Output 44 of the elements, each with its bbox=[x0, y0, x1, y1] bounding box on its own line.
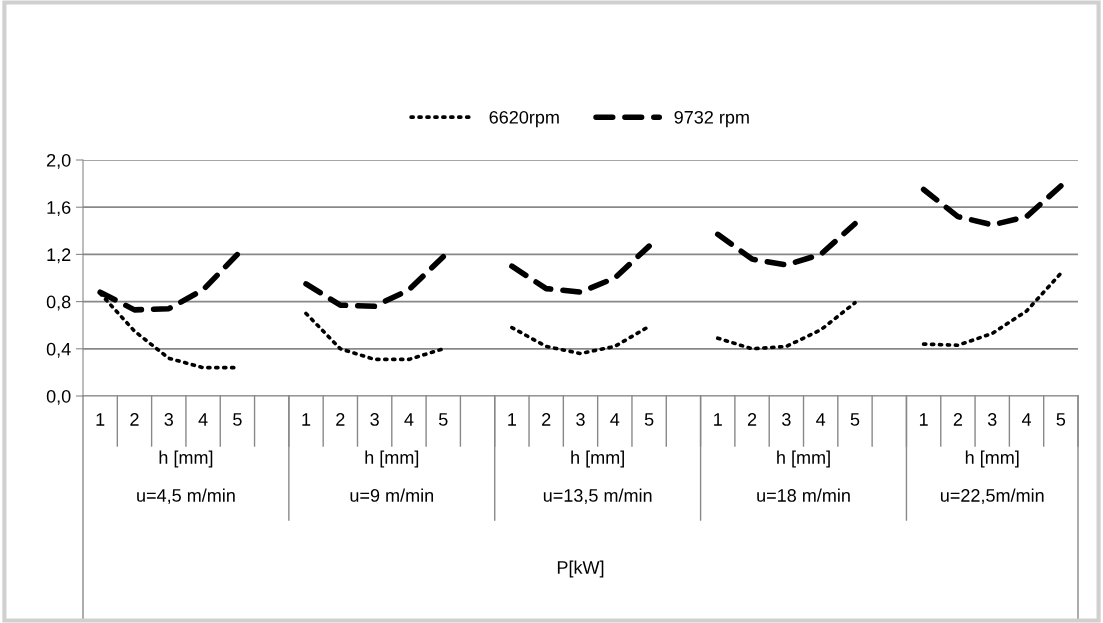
x-tick-label: 5 bbox=[233, 413, 242, 426]
legend-label: 9732 rpm bbox=[674, 110, 749, 128]
text: P[kW] bbox=[557, 560, 604, 578]
x-tick-label: 3 bbox=[370, 413, 379, 426]
y-tick-label: 0,0 bbox=[46, 389, 71, 405]
text: u=13,5 m/min bbox=[543, 488, 652, 504]
text: h [mm] bbox=[571, 450, 624, 468]
x-tick-label: 2 bbox=[130, 413, 139, 426]
x-tick-label: 3 bbox=[782, 413, 791, 426]
x-tick-label: 5 bbox=[644, 413, 654, 426]
y-tick-label: 0,8 bbox=[46, 295, 71, 311]
x-tick-label: 1 bbox=[508, 413, 517, 426]
x-tick-label: 1 bbox=[919, 413, 928, 426]
y-tick-label: 0,4 bbox=[46, 342, 71, 358]
x-tick-label: 3 bbox=[987, 413, 997, 426]
text: u=4,5 m/min bbox=[137, 488, 235, 504]
text: u=9 m/min bbox=[350, 488, 434, 502]
x-tick-label: 4 bbox=[198, 413, 208, 426]
x-tick-label: 5 bbox=[850, 413, 860, 426]
x-tick-label: 2 bbox=[336, 413, 345, 426]
x-tick-label: 1 bbox=[302, 413, 311, 426]
text: u=18 m/min bbox=[757, 488, 850, 502]
x-tick-label: 5 bbox=[1056, 413, 1066, 426]
text: h [mm] bbox=[365, 450, 419, 468]
x-tick-label: 4 bbox=[610, 413, 620, 426]
text: h [mm] bbox=[965, 450, 1019, 468]
x-tick-label: 3 bbox=[576, 413, 585, 426]
y-tick-label: 1,6 bbox=[47, 201, 71, 217]
x-tick-label: 3 bbox=[164, 413, 173, 426]
y-tick-label: 1,2 bbox=[47, 248, 71, 264]
x-tick-label: 1 bbox=[96, 413, 105, 426]
x-tick-label: 4 bbox=[1021, 413, 1032, 426]
legend-label: 6620rpm bbox=[489, 110, 559, 128]
text: h [mm] bbox=[777, 450, 830, 468]
x-tick-label: 5 bbox=[438, 413, 448, 426]
y-tick-label: 2,0 bbox=[47, 153, 71, 169]
x-tick-label: 2 bbox=[542, 413, 551, 426]
x-tick-label: 2 bbox=[953, 413, 963, 426]
x-tick-label: 4 bbox=[404, 413, 414, 426]
text: u=22,5m/min bbox=[940, 488, 1044, 504]
text: h [mm] bbox=[159, 450, 213, 468]
x-tick-label: 2 bbox=[747, 413, 757, 426]
x-tick-label: 4 bbox=[816, 413, 826, 426]
x-tick-label: 1 bbox=[714, 413, 722, 426]
